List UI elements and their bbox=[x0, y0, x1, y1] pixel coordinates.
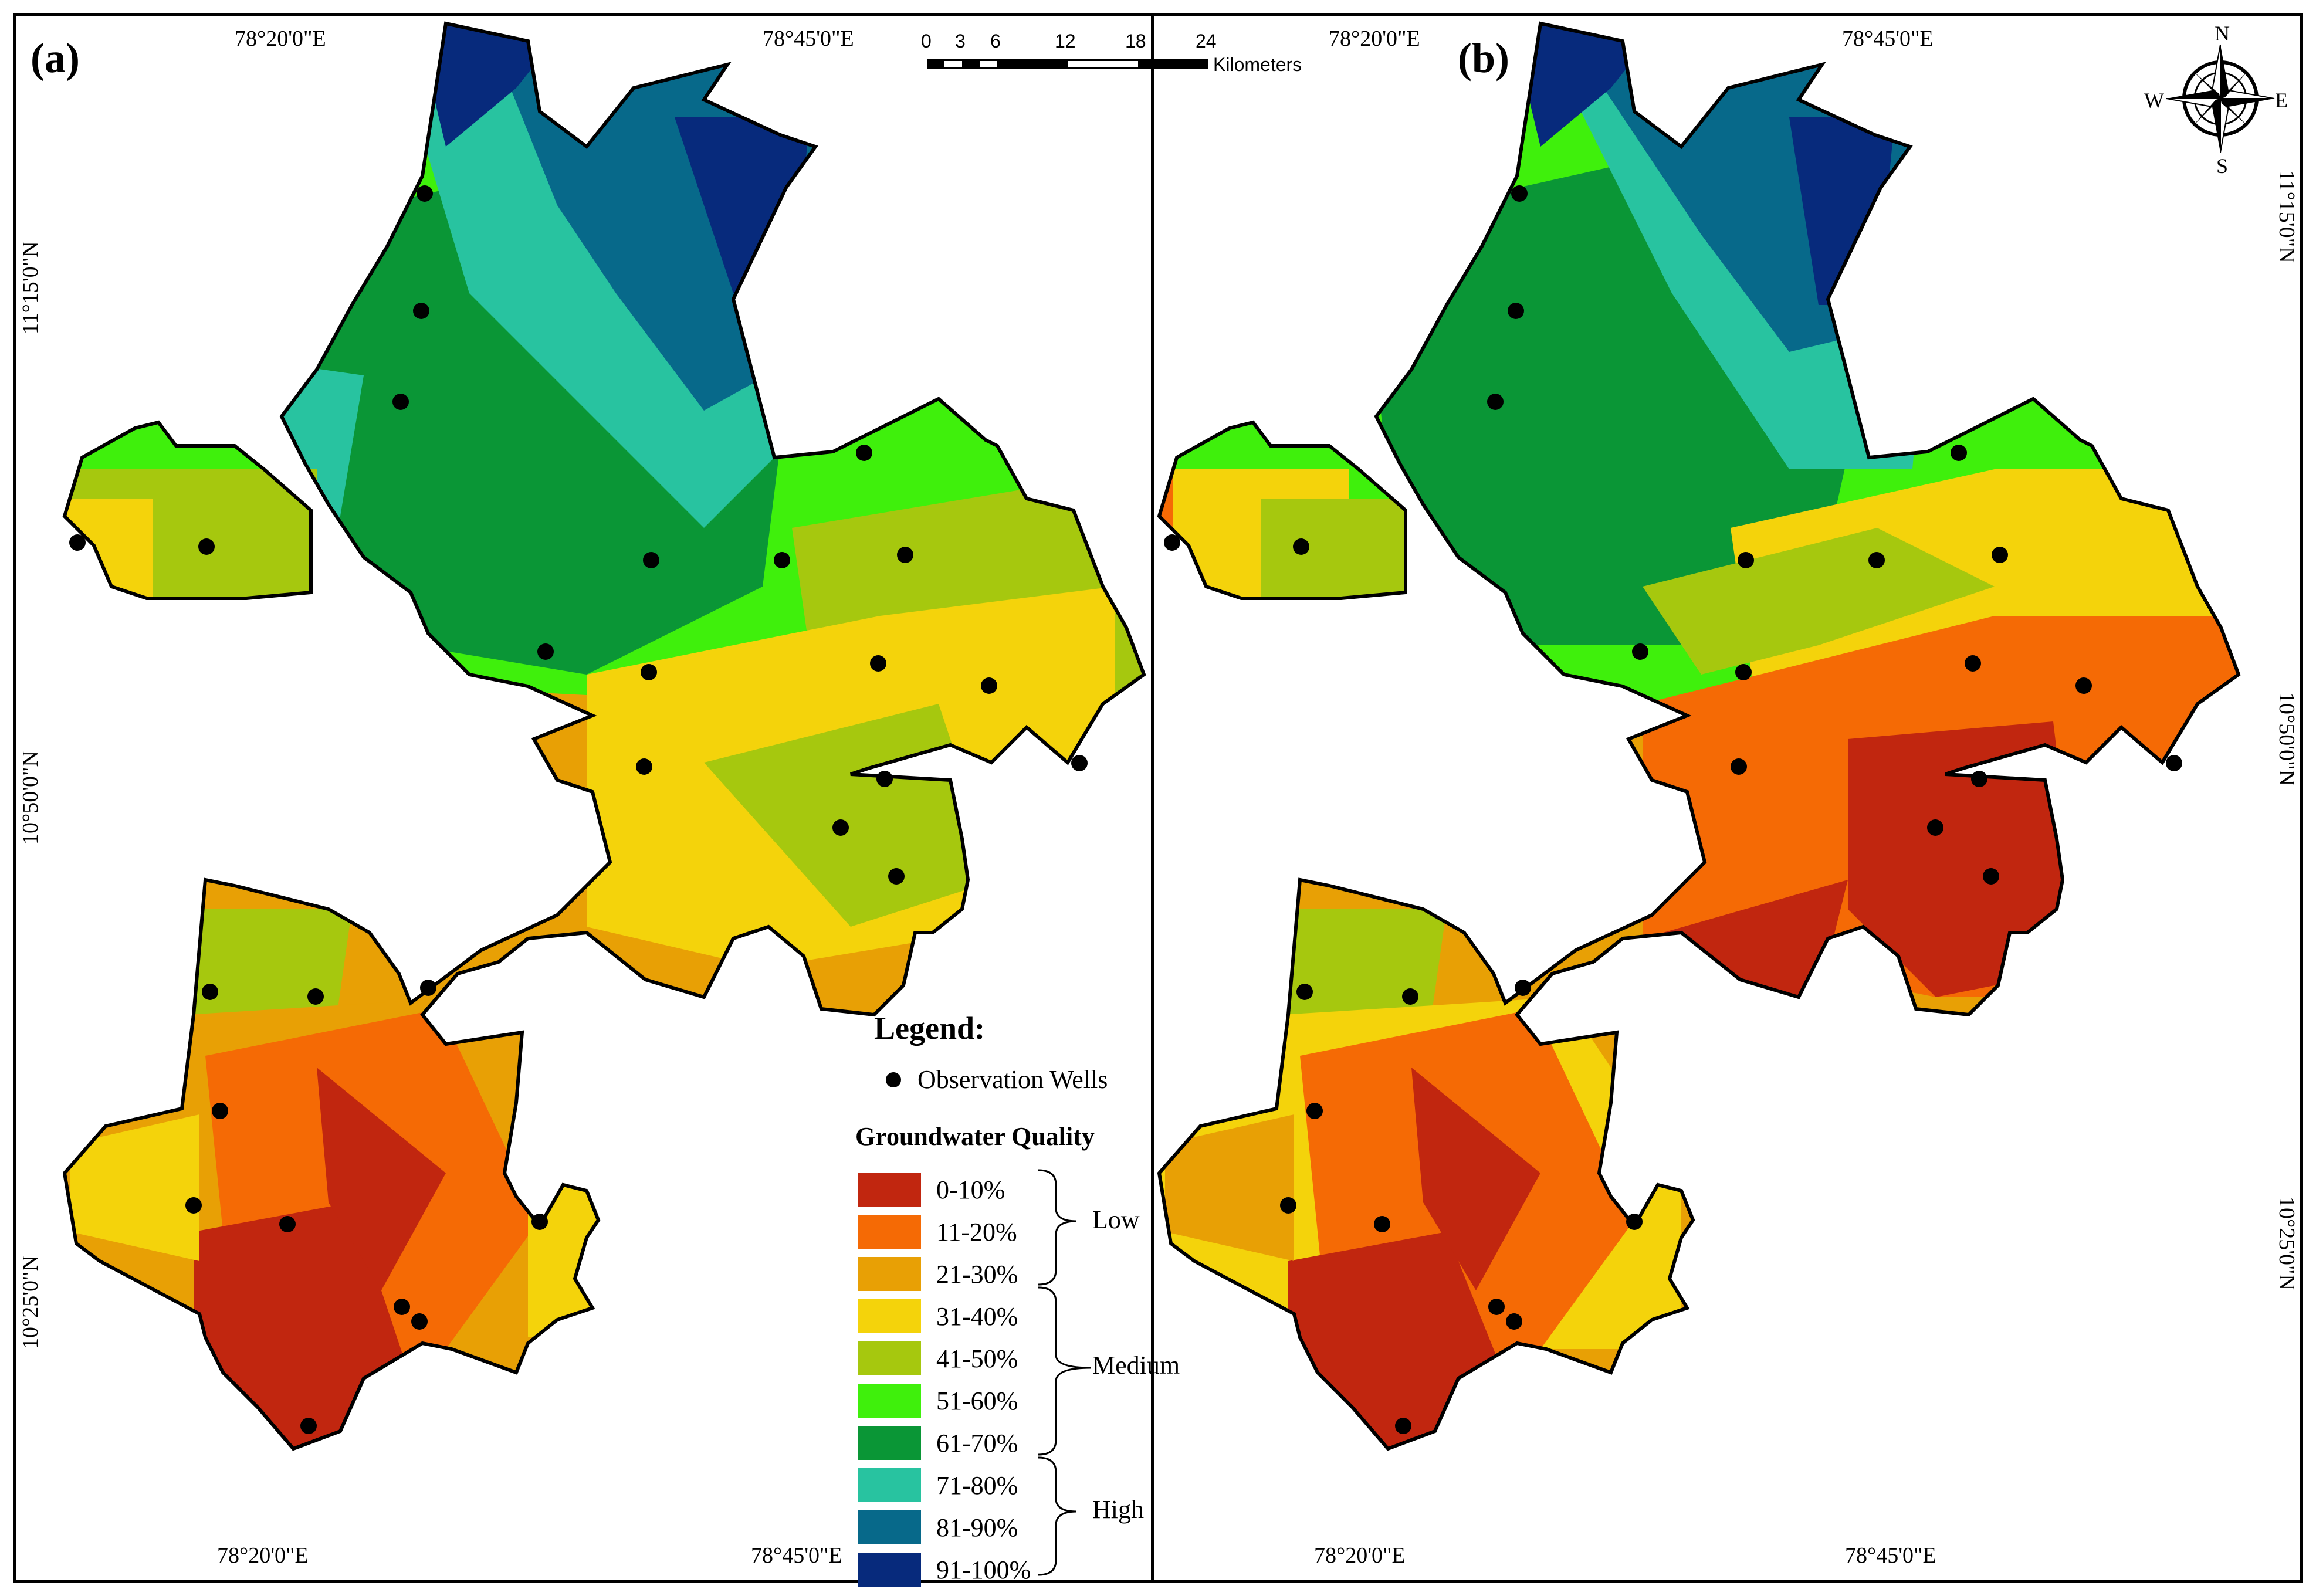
panel-b-label: (b) bbox=[1458, 35, 1509, 82]
panel-a-wells bbox=[69, 185, 1088, 1434]
legend-class-row: 0-10% bbox=[858, 1170, 1005, 1209]
legend-swatch bbox=[858, 1426, 921, 1460]
compass-rose-icon bbox=[2166, 44, 2275, 153]
legend-class-label: 81-90% bbox=[936, 1513, 1018, 1542]
group-low: Low bbox=[1092, 1205, 1140, 1234]
legend-class-label: 51-60% bbox=[936, 1386, 1018, 1415]
compass-s: S bbox=[2216, 154, 2229, 178]
legend-swatch bbox=[858, 1384, 921, 1418]
legend-class-row: 51-60% bbox=[858, 1381, 1018, 1421]
lat-bottom-right: 10°25'0"N bbox=[2274, 1197, 2299, 1290]
scale-bar bbox=[927, 59, 1208, 69]
lon-right-bottom-a: 78°45'0"E bbox=[751, 1543, 842, 1568]
legend-swatch bbox=[858, 1341, 921, 1375]
scale-tick-6: 6 bbox=[990, 31, 1001, 52]
panel-b-zones bbox=[1159, 23, 2239, 1449]
compass-n: N bbox=[2215, 22, 2230, 45]
lat-top-right: 11°15'0"N bbox=[2274, 170, 2299, 263]
legend-class-label: 0-10% bbox=[936, 1175, 1005, 1204]
legend-class-label: 71-80% bbox=[936, 1470, 1018, 1500]
legend-class-row: 11-20% bbox=[858, 1212, 1017, 1252]
scale-tick-3: 3 bbox=[955, 31, 966, 52]
lon-left-top-a: 78°20'0"E bbox=[235, 26, 326, 51]
legend-swatch bbox=[858, 1553, 921, 1587]
lon-left-bottom-b: 78°20'0"E bbox=[1314, 1543, 1406, 1568]
legend-quality-title: Groundwater Quality bbox=[855, 1122, 1095, 1151]
legend-title: Legend: bbox=[874, 1011, 985, 1046]
panel-divider bbox=[1151, 13, 1154, 1583]
legend-class-row: 31-40% bbox=[858, 1296, 1018, 1336]
legend-class-label: 41-50% bbox=[936, 1344, 1018, 1373]
panel-b-wells bbox=[1164, 185, 2182, 1434]
legend-class-label: 91-100% bbox=[936, 1555, 1031, 1584]
lon-left-top-b: 78°20'0"E bbox=[1329, 26, 1420, 51]
lon-right-top-a: 78°45'0"E bbox=[763, 26, 854, 51]
lon-left-bottom-a: 78°20'0"E bbox=[217, 1543, 309, 1568]
legend-class-row: 61-70% bbox=[858, 1423, 1018, 1463]
legend-class-label: 11-20% bbox=[936, 1217, 1017, 1246]
compass-e: E bbox=[2275, 89, 2288, 112]
scale-tick-18: 18 bbox=[1125, 31, 1146, 52]
panel-a-label: (a) bbox=[31, 35, 80, 82]
legend-class-row: 21-30% bbox=[858, 1254, 1018, 1294]
lat-bottom-left: 10°25'0"N bbox=[18, 1255, 43, 1349]
legend-class-row: 71-80% bbox=[858, 1465, 1018, 1505]
lat-mid-right: 10°50'0"N bbox=[2274, 692, 2299, 786]
legend-wells-label: Observation Wells bbox=[917, 1065, 1108, 1094]
legend-swatch bbox=[858, 1173, 921, 1207]
scale-tick-12: 12 bbox=[1055, 31, 1076, 52]
legend-swatch bbox=[858, 1257, 921, 1291]
legend-swatch bbox=[858, 1510, 921, 1544]
well-dot-icon bbox=[886, 1072, 901, 1087]
legend-swatch bbox=[858, 1468, 921, 1502]
legend-class-row: 91-100% bbox=[858, 1550, 1031, 1590]
scale-tick-0: 0 bbox=[921, 31, 932, 52]
legend-swatch bbox=[858, 1215, 921, 1249]
scale-tick-24: 24 bbox=[1196, 31, 1217, 52]
lon-right-bottom-b: 78°45'0"E bbox=[1845, 1543, 1936, 1568]
legend-class-label: 31-40% bbox=[936, 1302, 1018, 1331]
map-frame bbox=[13, 13, 2303, 1583]
legend-swatch bbox=[858, 1299, 921, 1333]
lon-right-top-b: 78°45'0"E bbox=[1842, 26, 1934, 51]
legend-braces bbox=[1038, 1169, 1092, 1576]
legend-class-label: 61-70% bbox=[936, 1428, 1018, 1458]
compass-w: W bbox=[2144, 89, 2164, 112]
group-high: High bbox=[1092, 1495, 1144, 1524]
scale-unit: Kilometers bbox=[1213, 54, 1302, 75]
legend-class-row: 41-50% bbox=[858, 1339, 1018, 1378]
lat-top-left: 11°15'0"N bbox=[18, 241, 43, 334]
legend-class-label: 21-30% bbox=[936, 1259, 1018, 1289]
legend-wells: Observation Wells bbox=[886, 1065, 1108, 1095]
group-medium: Medium bbox=[1092, 1351, 1180, 1380]
legend-class-row: 81-90% bbox=[858, 1507, 1018, 1547]
lat-mid-left: 10°50'0"N bbox=[18, 751, 43, 845]
